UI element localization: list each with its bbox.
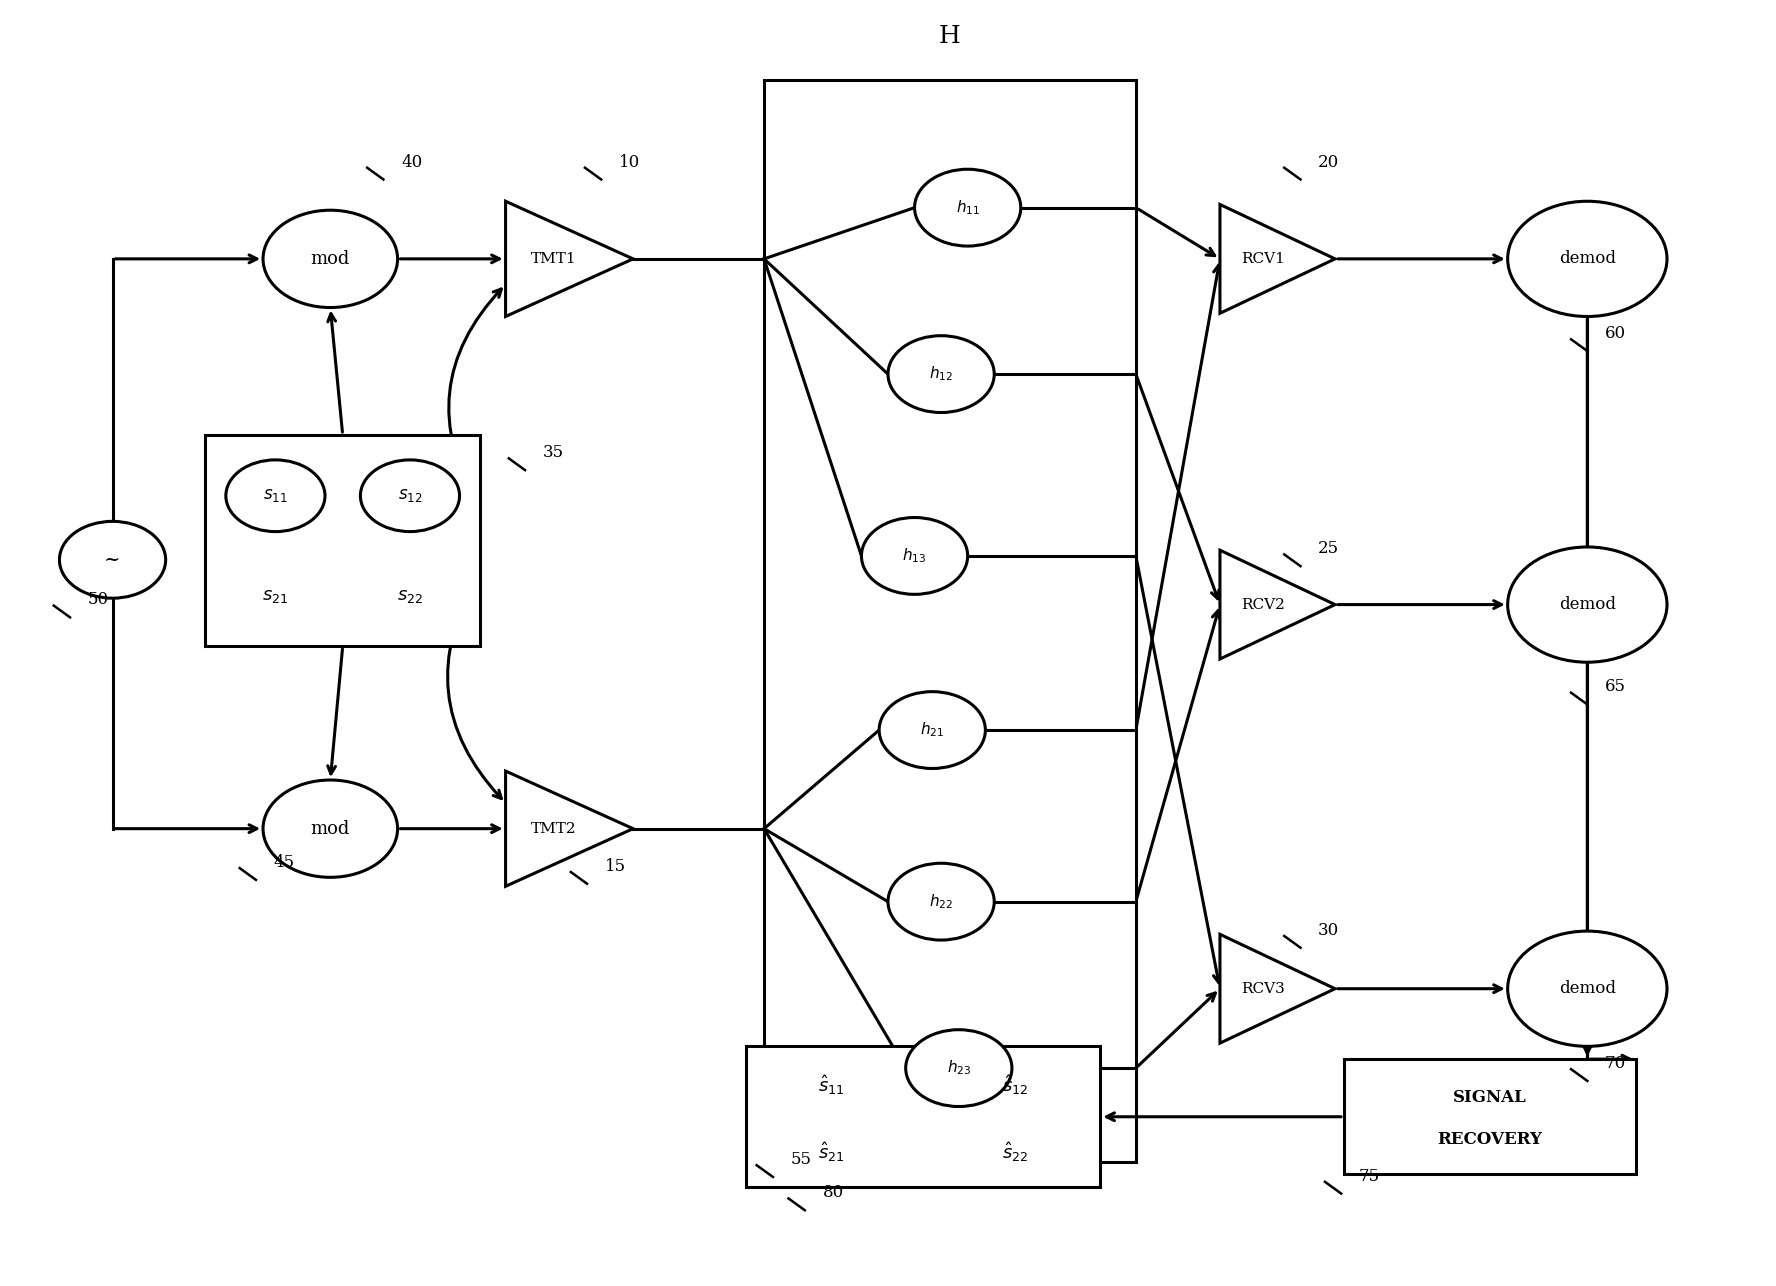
Text: 35: 35 [543,444,565,462]
Text: $s_{11}$: $s_{11}$ [263,487,288,504]
Polygon shape [1220,935,1336,1043]
Text: $\hat{s}_{11}$: $\hat{s}_{11}$ [819,1073,845,1097]
Polygon shape [1220,550,1336,658]
Text: $\hat{s}_{21}$: $\hat{s}_{21}$ [819,1141,845,1165]
Text: 15: 15 [606,858,625,874]
Text: SIGNAL: SIGNAL [1453,1089,1527,1106]
Circle shape [361,460,460,531]
Text: 30: 30 [1318,922,1339,939]
Text: $h_{22}$: $h_{22}$ [929,892,954,910]
Text: $h_{23}$: $h_{23}$ [947,1058,971,1078]
Text: RCV1: RCV1 [1241,252,1286,266]
Circle shape [888,863,995,940]
Circle shape [1508,201,1668,316]
Bar [764,80,1137,1161]
Circle shape [59,521,165,598]
Text: demod: demod [1559,597,1616,613]
Text: mod: mod [311,249,350,267]
Text: RECOVERY: RECOVERY [1437,1132,1542,1148]
Text: 25: 25 [1318,540,1339,557]
Circle shape [1508,931,1668,1047]
FancyArrowPatch shape [448,575,501,799]
Bar [1344,1060,1636,1174]
Circle shape [1508,547,1668,662]
Text: 65: 65 [1606,679,1627,696]
Text: $s_{22}$: $s_{22}$ [396,586,423,604]
Circle shape [861,517,968,594]
Circle shape [879,692,986,769]
Text: TMT2: TMT2 [531,822,575,836]
Circle shape [226,460,325,531]
Text: $h_{12}$: $h_{12}$ [929,365,954,383]
Text: demod: demod [1559,980,1616,997]
Text: demod: demod [1559,251,1616,267]
Text: 20: 20 [1318,153,1339,171]
Text: 50: 50 [87,592,108,608]
Text: 60: 60 [1606,325,1627,342]
Circle shape [888,336,995,413]
Text: 75: 75 [1359,1168,1380,1184]
Polygon shape [1220,204,1336,314]
Text: 10: 10 [618,153,639,171]
Text: 45: 45 [274,854,295,871]
FancyArrowPatch shape [449,289,501,507]
Text: $\hat{s}_{12}$: $\hat{s}_{12}$ [1002,1073,1028,1097]
Text: $h_{21}$: $h_{21}$ [920,720,945,739]
Text: TMT1: TMT1 [531,252,575,266]
Circle shape [915,170,1021,246]
Polygon shape [506,772,632,886]
Bar [746,1047,1101,1187]
Text: $h_{13}$: $h_{13}$ [902,547,927,566]
Text: $\hat{s}_{22}$: $\hat{s}_{22}$ [1002,1141,1028,1165]
Circle shape [906,1030,1012,1106]
Text: 80: 80 [822,1184,844,1201]
Bar [206,435,480,646]
Text: $h_{11}$: $h_{11}$ [955,198,980,217]
Text: mod: mod [311,819,350,837]
Text: $s_{12}$: $s_{12}$ [398,487,423,504]
Text: $s_{21}$: $s_{21}$ [263,586,288,604]
Text: RCV2: RCV2 [1241,598,1286,612]
Text: ~: ~ [105,550,121,568]
Circle shape [263,781,398,877]
Text: 40: 40 [401,153,423,171]
Text: 55: 55 [790,1151,812,1168]
Text: RCV3: RCV3 [1241,981,1286,995]
Text: 70: 70 [1606,1055,1627,1073]
Circle shape [263,210,398,307]
Text: H: H [940,24,961,48]
Polygon shape [506,201,632,316]
